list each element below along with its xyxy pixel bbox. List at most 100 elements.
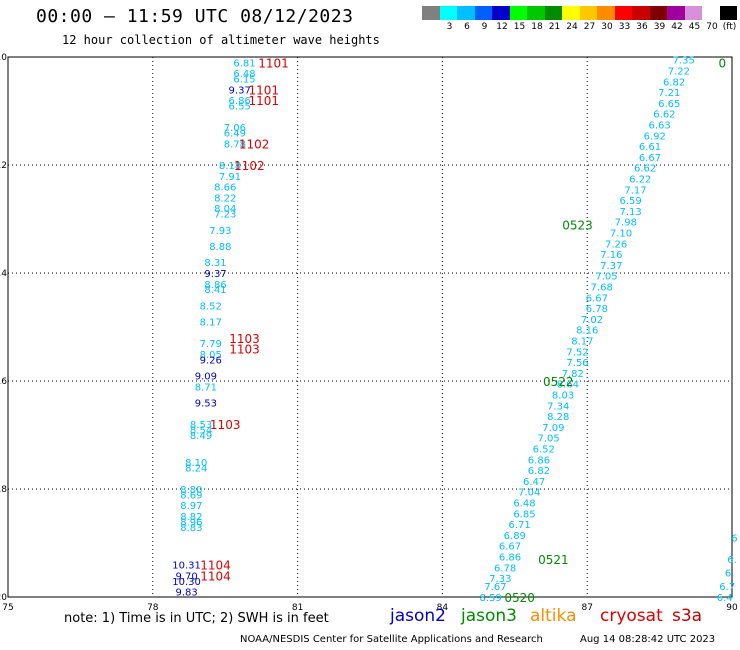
swh-value-cryosat: 6.15 [233,75,255,86]
track-label-cryosat: 1104 [200,569,231,583]
x-tick-label: 90 [726,603,738,613]
swh-value-jason3: 7.98 [615,218,637,229]
swh-value-cryosat: 8.31 [204,258,226,269]
swh-value-jason3: 6.86 [528,455,550,466]
swh-value-cryosat: 6.86 [229,96,251,107]
swh-value-jason3: 8.16 [576,326,598,337]
color-swatch: 24 [562,6,580,32]
track-label-cryosat: 1104 [200,559,231,573]
swh-value-cryosat: 8.52 [200,301,222,312]
swh-value-cryosat: 8.22 [214,193,236,204]
y-tick-label: -12 [0,161,7,171]
x-tick-label: 78 [147,603,159,613]
color-scale-label: 39 [653,22,666,32]
swh-value-jason3: 7.68 [591,283,613,294]
color-swatch: (ft) [719,6,737,32]
swh-value-cryosat: 8.97 [180,501,202,512]
swh-value-cryosat: 6.81 [233,58,255,69]
color-swatch: 18 [527,6,545,32]
swh-value-jason3: 8.28 [547,412,569,423]
swh-value-cryosat: 8.53 [190,420,212,431]
swh-value-jason3: 6.65 [658,99,680,110]
swh-value-cryosat: 8.41 [204,285,226,296]
swh-value-cryosat: 8.04 [214,204,236,215]
swh-value-jason3: 7.17 [624,185,646,196]
satellite-legend-s3a: s3a [672,606,703,626]
swh-value-jason3: 7.52 [566,347,588,358]
swh-value-cryosat: 8.83 [180,523,202,534]
swh-value-cryosat: 8.54 [190,426,212,437]
swh-value-jason3: 7.10 [610,229,632,240]
track-label-jason3: 0522 [543,375,574,389]
color-swatch: 30 [597,6,615,32]
color-scale-label: 33 [618,22,631,32]
swh-value-jason3: 7.56 [566,358,588,369]
swh-value-s3a: 6.4 [717,593,733,604]
swh-value-jason3: 6.82 [663,77,685,88]
swh-value-cryosat: 8.69 [180,490,202,501]
swh-value-jason3: 6.82 [528,466,550,477]
swh-value-cryosat: 9.37 [204,269,226,280]
color-scale-label: 70 [706,22,718,32]
color-scale-label: 18 [531,22,543,32]
swh-value-jason3: 6.59 [620,196,642,207]
color-swatch: 3 [439,6,457,32]
swh-value-jason3: 6.22 [629,175,651,186]
color-scale-label: 9 [481,22,488,32]
swh-value-cryosat: 9.37 [229,85,251,96]
satellite-legend-cryosat: cryosat [600,606,663,626]
swh-value-cryosat: 7.06 [224,123,246,134]
swh-value-s3a: 6. [727,555,737,566]
swh-value-jason3: 6.67 [499,542,521,553]
color-scale-label: 27 [583,22,596,32]
credit-line: NOAA/NESDIS Center for Satellite Applica… [240,634,543,645]
track-label-cryosat: 1102 [234,159,265,173]
color-scale-label: 45 [688,22,701,32]
swh-value-s3a: 6.7 [719,582,735,593]
swh-value-jason3: 8.03 [552,391,574,402]
track-label-cryosat: 1103 [229,332,260,346]
track-label-jason3: 0523 [562,218,593,232]
x-tick-label: 84 [437,603,449,613]
swh-value-cryosat: 8.88 [209,242,231,253]
color-scale-label: 15 [513,22,526,32]
color-scale-label: 42 [671,22,683,32]
y-tick-label: -16 [0,377,7,387]
color-swatch: 21 [544,6,562,32]
swh-value-cryosat: 9.26 [200,355,222,366]
swh-value-cryosat: 7.93 [209,226,231,237]
color-scale-label: 24 [566,22,578,32]
color-scale-label: 6 [464,22,470,32]
swh-value-jason3: 6.71 [508,520,530,531]
swh-value-jason3: 7.26 [605,239,627,250]
color-scale-label: 36 [636,22,648,32]
swh-value-jason3: 7.37 [600,261,622,272]
swh-value-jason3: 6.47 [523,477,545,488]
swh-value-jason3: 7.22 [668,67,690,78]
color-swatch: 33 [614,6,632,32]
color-scale-label: 3 [446,22,453,32]
swh-value-cryosat: 7.91 [219,172,241,183]
swh-value-jason3: 7.02 [581,315,603,326]
track-label-cryosat: 1103 [229,343,260,357]
swh-value-jason3: 6.67 [639,153,661,164]
swh-value-jason3: 7.16 [600,250,622,261]
page-title: 00:00 – 11:59 UTC 08/12/2023 [36,6,354,27]
track-label-jason3: 0521 [538,553,569,567]
swh-value-jason3: 6.48 [513,499,535,510]
swh-value-jason3: 6.52 [533,445,555,456]
swh-value-cryosat: 8.66 [214,183,236,194]
swh-value-jason3: 6.78 [494,563,516,574]
color-swatch: 39 [649,6,667,32]
y-tick-label: -10 [0,53,7,63]
swh-value-jason3: 7.05 [595,272,617,283]
color-scale-label: 30 [601,22,613,32]
swh-value-cryosat: 9.09 [195,372,217,383]
y-tick-label: -20 [0,593,7,603]
swh-value-jason3: 6.78 [586,304,608,315]
x-tick-label: 81 [292,603,303,613]
swh-value-s3a: 6 [731,534,737,545]
swh-value-jason3: 7.67 [484,582,506,593]
generation-timestamp: Aug 14 08:28:42 UTC 2023 [580,634,716,645]
swh-value-cryosat: 10.31 [172,561,201,572]
